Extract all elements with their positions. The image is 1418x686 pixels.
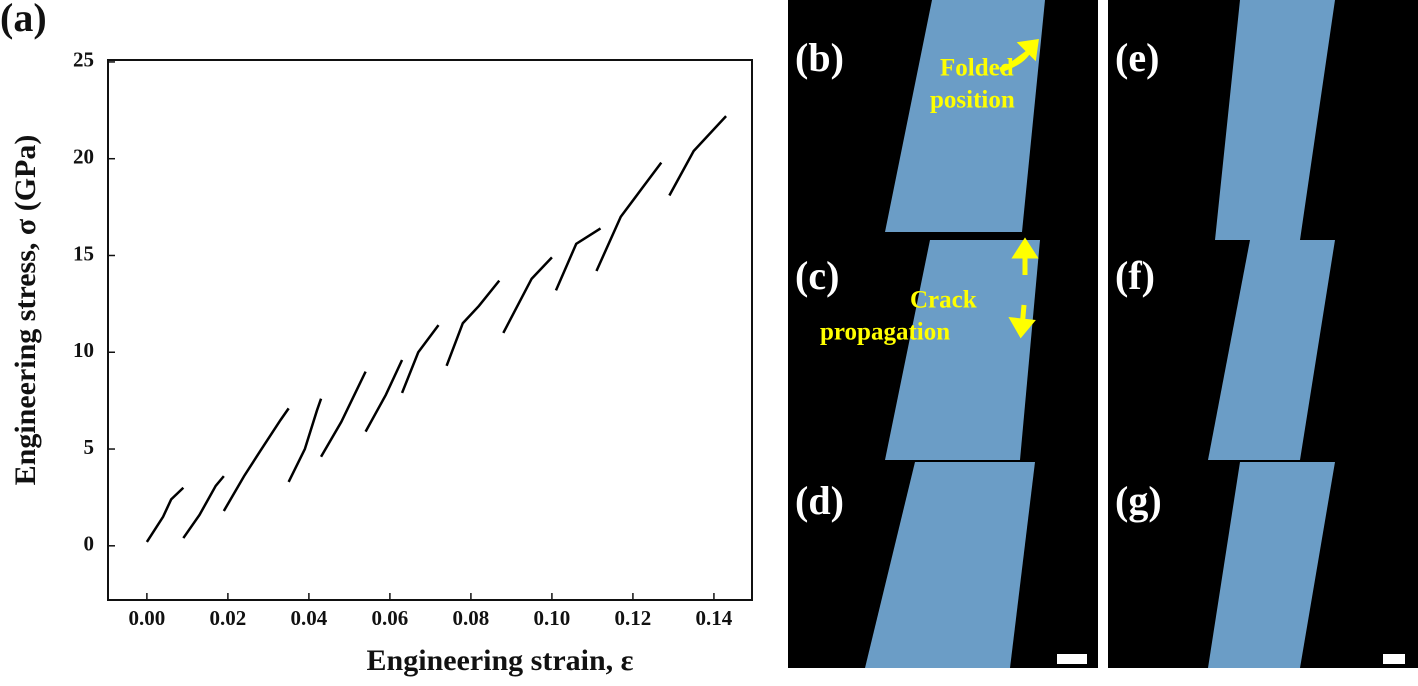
- y-tick-label: 20: [73, 145, 94, 169]
- panel-label: (c): [795, 253, 839, 298]
- panel-label: (a): [0, 0, 47, 40]
- annotation: Crack: [910, 287, 977, 314]
- x-tick-label: 0.12: [615, 606, 652, 630]
- scale-bar: [1057, 654, 1087, 664]
- sample: [885, 0, 1045, 232]
- x-tick-label: 0.14: [696, 606, 733, 630]
- arrow: [1008, 304, 1036, 339]
- sample: [1215, 0, 1335, 240]
- y-tick-label: 0: [84, 532, 95, 556]
- panel-label: (d): [795, 478, 844, 523]
- y-tick-label: 10: [73, 338, 94, 362]
- y-tick-label: 15: [73, 241, 94, 265]
- y-tick-label: 25: [73, 48, 94, 72]
- sample: [885, 240, 1040, 460]
- annotation: position: [930, 87, 1015, 114]
- y-tick-label: 5: [84, 435, 95, 459]
- scale-bar: [1383, 654, 1405, 664]
- x-axis-label: Engineering strain, ε: [367, 644, 634, 677]
- y-axis-label: Engineering stress, σ (GPa): [9, 135, 42, 486]
- sample: [1208, 240, 1335, 460]
- x-tick-label: 0.06: [372, 606, 409, 630]
- panel-label: (b): [795, 35, 844, 80]
- data-line: [145, 115, 727, 543]
- sample: [865, 462, 1035, 668]
- panel-label: (e): [1115, 35, 1159, 80]
- arrow: [1011, 237, 1039, 275]
- x-tick-label: 0.10: [534, 606, 571, 630]
- x-tick-label: 0.08: [453, 606, 490, 630]
- annotation: propagation: [820, 319, 950, 346]
- x-tick-label: 0.04: [291, 606, 328, 630]
- arrow: [999, 39, 1039, 73]
- panel-label: (g): [1115, 478, 1162, 523]
- annotation: Folded: [940, 55, 1014, 82]
- panel-label: (f): [1115, 253, 1155, 298]
- x-tick-label: 0.00: [129, 606, 166, 630]
- x-tick-label: 0.02: [210, 606, 247, 630]
- sample: [1208, 462, 1335, 668]
- plot-frame: [107, 59, 753, 601]
- micrographs: [788, 0, 1418, 668]
